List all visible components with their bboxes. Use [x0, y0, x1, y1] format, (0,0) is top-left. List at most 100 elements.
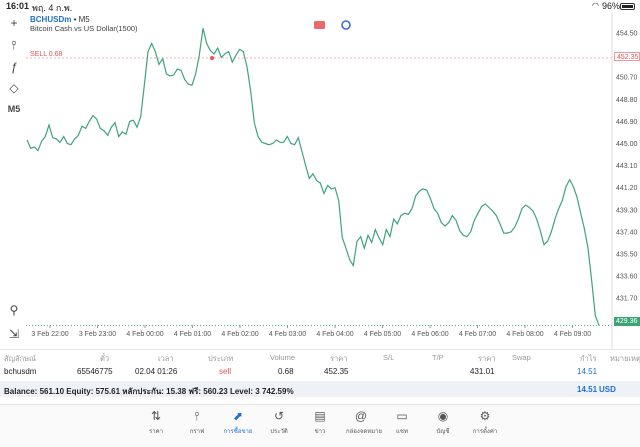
col-current-price: ราคา [478, 354, 496, 363]
col-time: เวลา [158, 354, 174, 363]
y-tick-label: 446.90 [616, 119, 638, 126]
x-tick-label: 4 Feb 00:00 [126, 331, 163, 338]
row-time: 02.04 01:26 [135, 367, 178, 376]
y-tick-label: 448.80 [616, 97, 638, 104]
function-icon[interactable]: ƒ [10, 60, 18, 74]
status-time: 16:01 [6, 1, 30, 11]
x-tick-label: 4 Feb 02:00 [221, 331, 258, 338]
price-series-line [26, 28, 600, 326]
history-icon: ↺ [273, 409, 285, 423]
row-type: sell [219, 367, 232, 376]
x-tick-label: 3 Feb 22:00 [31, 331, 68, 338]
status-bar: 16:01 พฤ. 4 ก.พ. ◠ 96% [0, 0, 640, 13]
nav-chart[interactable]: ⫯ กราฟ [182, 409, 212, 436]
row-open-price: 452.35 [324, 367, 349, 376]
bid-price-tag: 429.36 [614, 317, 640, 326]
col-comment: หมายเหตุ [610, 354, 640, 363]
col-volume: Volume [270, 353, 296, 362]
sell-order-label: SELL 0.68 [30, 51, 63, 58]
nav-label: ประวัติ [270, 429, 288, 435]
zoom-icon[interactable]: ⚲ [9, 303, 19, 317]
nav-label: การตั้งค่า [472, 429, 498, 435]
trade-icon: ⬈ [232, 409, 244, 423]
col-ticket: ตั๋ว [100, 354, 110, 363]
battery-percent: 96% [602, 1, 621, 11]
candlestick-icon[interactable]: ⫯ [11, 37, 17, 52]
chat-icon: ▭ [396, 409, 408, 423]
one-click-sell-icon[interactable] [314, 21, 325, 29]
col-tp: T/P [432, 353, 444, 362]
nav-history[interactable]: ↺ ประวัติ [264, 409, 294, 436]
y-tick-label: 445.00 [616, 141, 638, 148]
col-profit: กำไร [580, 354, 597, 363]
crosshair-icon[interactable]: + [10, 16, 18, 30]
battery-icon [620, 3, 635, 10]
nav-chat[interactable]: ▭ แชท [387, 409, 417, 436]
x-tick-label: 4 Feb 09:00 [554, 331, 591, 338]
symbol-description: Bitcoin Cash vs US Dollar(1500) [30, 24, 138, 33]
nav-news[interactable]: ▤ ข่าว [305, 409, 335, 436]
y-tick-label: 450.70 [616, 75, 638, 82]
x-tick-label: 4 Feb 07:00 [459, 331, 496, 338]
quotes-icon: ⇅ [150, 409, 162, 423]
col-type: ประเภท [208, 354, 234, 363]
price-chart[interactable]: 454.50 450.70 448.80 446.90 445.00 443.10 441.… [0, 13, 640, 349]
objects-icon[interactable]: ◇ [9, 81, 19, 95]
nav-mailbox[interactable]: @ กล่องจดหมาย [346, 409, 383, 436]
account-icon: ◉ [437, 409, 449, 423]
nav-label: กราฟ [189, 429, 205, 435]
export-icon[interactable]: ⇲ [8, 327, 20, 341]
row-symbol: bchusdm [4, 367, 37, 376]
y-tick-label: 437.40 [616, 229, 638, 236]
x-tick-label: 4 Feb 06:00 [411, 331, 448, 338]
col-symbol: สัญลักษณ์ [4, 354, 37, 363]
x-tick-label: 4 Feb 01:00 [174, 331, 211, 338]
y-tick-label: 439.30 [616, 207, 638, 214]
balance-summary: Balance: 561.10 Equity: 575.61 หลักประกั… [4, 387, 294, 396]
positions-table-header: สัญลักษณ์ ตั๋ว เวลา ประเภท Volume ราคา S… [0, 349, 640, 363]
status-date: พฤ. 4 ก.พ. [32, 3, 73, 13]
one-click-buy-icon[interactable] [341, 20, 351, 30]
x-tick-label: 4 Feb 04:00 [316, 331, 353, 338]
table-row[interactable]: bchusdm 65546775 02.04 01:26 sell 0.68 4… [0, 364, 640, 381]
symbol-title: BCHUSDm • M5 [30, 15, 90, 24]
mailbox-icon: @ [354, 409, 368, 423]
nav-account[interactable]: ◉ บัญชี [428, 409, 458, 436]
x-tick-label: 4 Feb 05:00 [364, 331, 401, 338]
symbol-timeframe: • M5 [73, 15, 90, 24]
nav-label: ราคา [149, 429, 163, 435]
row-profit: 14.51 [577, 367, 598, 376]
nav-label: การซื้อขาย [223, 429, 253, 435]
nav-label: บัญชี [436, 429, 450, 435]
row-current-price: 431.01 [470, 367, 495, 376]
nav-trade[interactable]: ⬈ การซื้อขาย [223, 409, 253, 436]
balance-profit-total: 14.51 [577, 385, 598, 394]
col-swap: Swap [512, 353, 531, 362]
y-tick-label: 441.20 [616, 185, 638, 192]
y-tick-label: 431.70 [616, 296, 638, 303]
bottom-nav: ⇅ ราคา ⫯ กราฟ ⬈ การซื้อขาย ↺ ประวัติ ▤ ข่าว @… [0, 404, 640, 447]
settings-icon: ⚙ [479, 409, 491, 423]
x-tick-label: 3 Feb 23:00 [79, 331, 116, 338]
x-tick-label: 4 Feb 03:00 [269, 331, 306, 338]
timeframe-button[interactable]: M5 [7, 104, 21, 114]
nav-quotes[interactable]: ⇅ ราคา [141, 409, 171, 436]
sell-price-tag: 452.35 [614, 52, 640, 61]
news-icon: ▤ [314, 409, 326, 423]
y-tick-label: 443.10 [616, 163, 638, 170]
chart-icon: ⫯ [194, 409, 200, 423]
y-tick-label: 435.50 [616, 252, 638, 259]
symbol-code: BCHUSDm [30, 15, 72, 24]
nav-label: ข่าว [314, 429, 326, 435]
sell-marker-icon [210, 56, 214, 61]
row-volume: 0.68 [278, 367, 294, 376]
col-price: ราคา [330, 354, 348, 363]
nav-label: กล่องจดหมาย [346, 429, 383, 435]
nav-settings[interactable]: ⚙ การตั้งค่า [470, 409, 500, 436]
balance-bar: Balance: 561.10 Equity: 575.61 หลักประกั… [0, 381, 640, 397]
nav-label: แชท [396, 429, 408, 435]
wifi-icon: ◠ [592, 1, 599, 10]
col-sl: S/L [383, 353, 395, 362]
y-tick-label: 454.50 [616, 31, 638, 38]
row-ticket: 65546775 [77, 367, 113, 376]
